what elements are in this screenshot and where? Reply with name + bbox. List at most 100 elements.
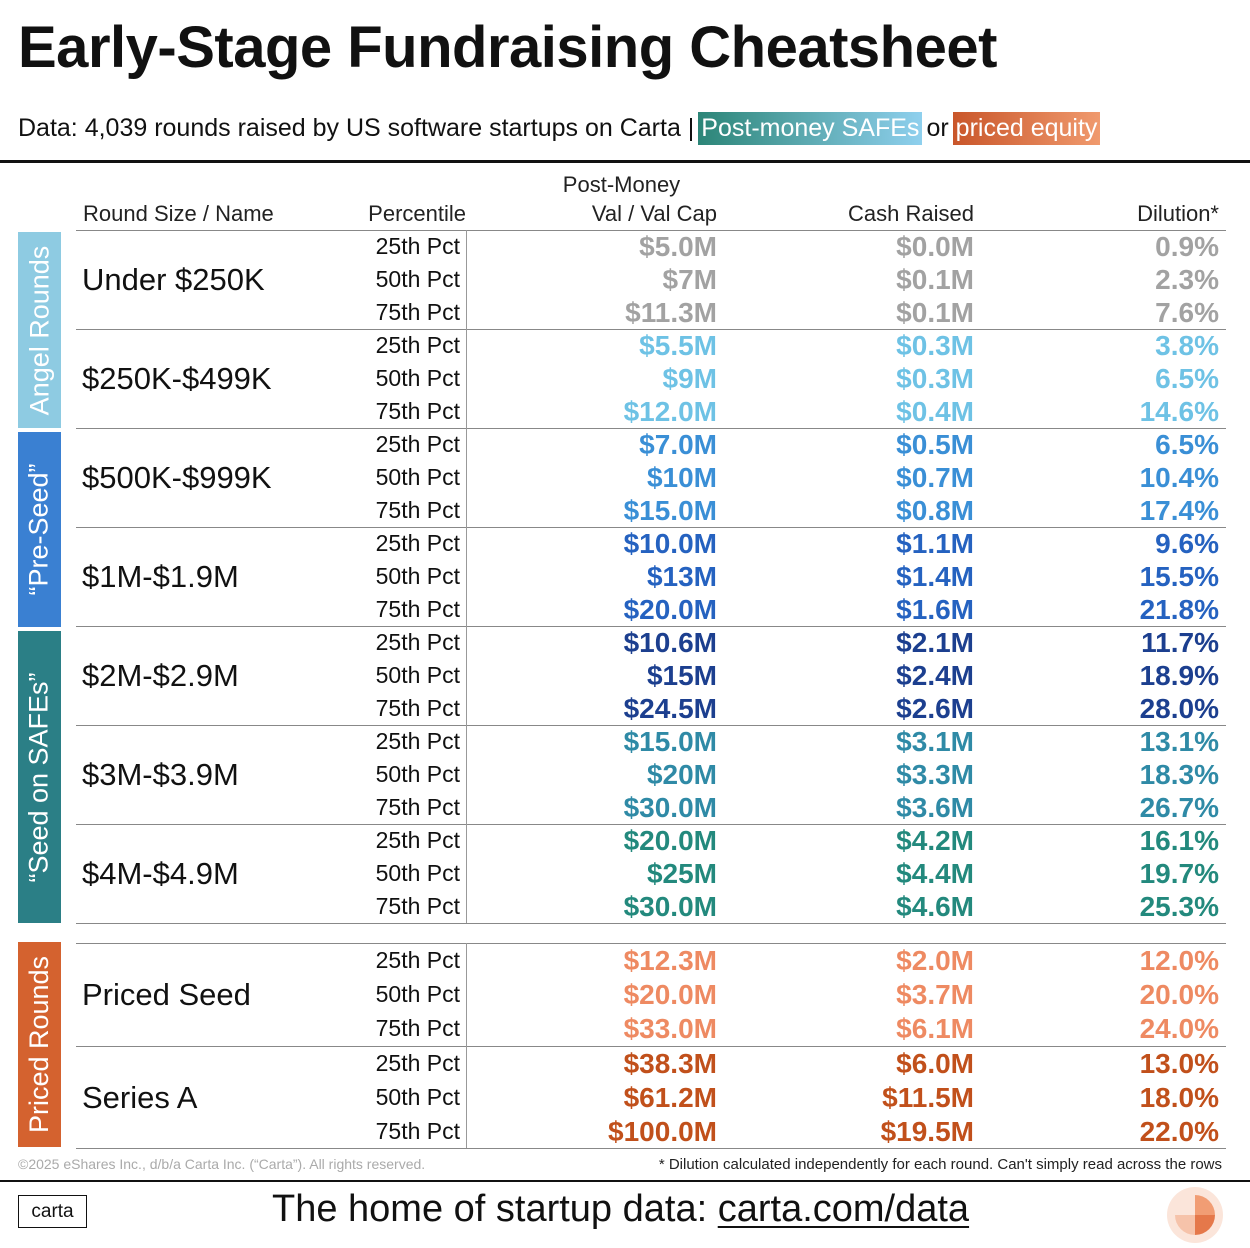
category-band-3: Priced Rounds xyxy=(18,942,61,1147)
cash-raised-cell: $3.6M xyxy=(896,792,974,823)
carta-mark-icon xyxy=(1167,1187,1223,1243)
round-name: $250K-$499K xyxy=(82,360,272,396)
round-group: $250K-$499K 25th Pct $5.5M $0.3M 3.8% 50th Pc… xyxy=(76,329,1226,428)
table-row: 25th Pct $5.5M $0.3M 3.8% xyxy=(76,329,1226,362)
header-valuation-line2: Val / Val Cap xyxy=(591,201,717,226)
subtitle: Data: 4,039 rounds raised by US software… xyxy=(18,110,1104,146)
table-row: 75th Pct $33.0M $6.1M 24.0% xyxy=(76,1012,1226,1045)
tagline: The home of startup data: carta.com/data xyxy=(272,1188,969,1231)
valuation-cell: $15.0M xyxy=(623,726,717,757)
cash-raised-cell: $0.3M xyxy=(896,363,974,394)
cash-raised-cell: $3.3M xyxy=(896,759,974,790)
round-name: Series A xyxy=(82,1079,198,1115)
valuation-cell: $25M xyxy=(646,858,717,889)
dilution-cell: 2.3% xyxy=(1155,264,1219,295)
round-group: $4M-$4.9M 25th Pct $20.0M $4.2M 16.1% 50th Pc… xyxy=(76,824,1226,923)
percentile-cell: 75th Pct xyxy=(375,1118,460,1145)
percentile-cell: 75th Pct xyxy=(375,1015,460,1042)
table-row: 75th Pct $30.0M $4.6M 25.3% xyxy=(76,890,1226,923)
dilution-cell: 14.6% xyxy=(1139,396,1219,427)
percentile-cell: 25th Pct xyxy=(375,946,460,973)
round-name: $2M-$2.9M xyxy=(82,657,239,693)
valuation-cell: $12.0M xyxy=(623,396,717,427)
cash-raised-cell: $4.2M xyxy=(896,825,974,856)
valuation-cell: $5.5M xyxy=(639,330,717,361)
carta-logo: carta xyxy=(18,1195,87,1228)
table-row: 75th Pct $30.0M $3.6M 26.7% xyxy=(76,791,1226,824)
cash-raised-cell: $3.1M xyxy=(896,726,974,757)
dilution-cell: 0.9% xyxy=(1155,231,1219,262)
header-round: Round Size / Name xyxy=(83,201,274,226)
column-divider xyxy=(466,329,467,428)
table-row: 25th Pct $10.6M $2.1M 11.7% xyxy=(76,626,1226,659)
cash-raised-cell: $0.3M xyxy=(896,330,974,361)
category-band-label: “Seed on SAFEs” xyxy=(24,671,54,883)
dilution-cell: 18.0% xyxy=(1139,1082,1219,1113)
cash-raised-cell: $2.1M xyxy=(896,627,974,658)
carta-data-link[interactable]: carta.com/data xyxy=(717,1188,970,1230)
round-group: $3M-$3.9M 25th Pct $15.0M $3.1M 13.1% 50th Pc… xyxy=(76,725,1226,824)
percentile-cell: 50th Pct xyxy=(375,1084,460,1110)
table-row: 50th Pct $9M $0.3M 6.5% xyxy=(76,362,1226,395)
valuation-cell: $7.0M xyxy=(639,429,717,460)
category-band-label: Angel Rounds xyxy=(24,245,54,415)
percentile-cell: 50th Pct xyxy=(375,860,460,886)
group-separator xyxy=(76,329,1226,330)
category-band-label: Priced Rounds xyxy=(24,955,55,1134)
percentile-cell: 25th Pct xyxy=(375,431,460,457)
round-group: Priced Seed 25th Pct $12.3M $2.0M 12.0% 50th … xyxy=(76,943,1226,1046)
valuation-cell: $61.2M xyxy=(623,1082,717,1113)
safe-section-bottom-line xyxy=(76,923,1226,924)
dilution-cell: 18.9% xyxy=(1139,660,1219,691)
dilution-cell: 7.6% xyxy=(1155,297,1219,328)
percentile-cell: 50th Pct xyxy=(375,563,460,589)
group-separator xyxy=(76,527,1226,528)
dilution-cell: 3.8% xyxy=(1155,330,1219,361)
copyright: ©2025 eShares Inc., d/b/a Carta Inc. (“C… xyxy=(18,1156,426,1172)
round-group: $500K-$999K 25th Pct $7.0M $0.5M 6.5% 50th Pc… xyxy=(76,428,1226,527)
table-row: 75th Pct $12.0M $0.4M 14.6% xyxy=(76,395,1226,428)
dilution-cell: 9.6% xyxy=(1155,528,1219,559)
round-name: Under $250K xyxy=(82,261,265,297)
round-name: $1M-$1.9M xyxy=(82,558,239,594)
header-valuation-line1: Post-Money xyxy=(562,172,681,197)
dilution-cell: 13.1% xyxy=(1139,726,1219,757)
cash-raised-cell: $6.0M xyxy=(896,1047,974,1079)
column-divider xyxy=(466,824,467,923)
percentile-cell: 25th Pct xyxy=(375,728,460,754)
table-row: 75th Pct $15.0M $0.8M 17.4% xyxy=(76,494,1226,527)
subtitle-or: or xyxy=(926,113,949,142)
cash-raised-cell: $0.4M xyxy=(896,396,974,427)
percentile-cell: 25th Pct xyxy=(375,1049,460,1076)
dilution-cell: 21.8% xyxy=(1139,594,1219,625)
cash-raised-cell: $0.1M xyxy=(896,264,974,295)
dilution-cell: 20.0% xyxy=(1139,979,1219,1010)
dilution-cell: 15.5% xyxy=(1139,561,1219,592)
percentile-cell: 50th Pct xyxy=(375,662,460,688)
table-row: 25th Pct $12.3M $2.0M 12.0% xyxy=(76,944,1226,977)
cash-raised-cell: $3.7M xyxy=(896,979,974,1010)
valuation-cell: $10.0M xyxy=(623,528,717,559)
cash-raised-cell: $6.1M xyxy=(896,1013,974,1045)
dilution-cell: 25.3% xyxy=(1139,891,1219,922)
column-divider xyxy=(466,527,467,626)
valuation-cell: $20.0M xyxy=(623,594,717,625)
cash-raised-cell: $11.5M xyxy=(882,1082,974,1113)
dilution-cell: 11.7% xyxy=(1141,627,1219,658)
table-row: 25th Pct $38.3M $6.0M 13.0% xyxy=(76,1047,1226,1080)
valuation-cell: $10.6M xyxy=(623,627,717,658)
percentile-cell: 75th Pct xyxy=(375,299,460,325)
round-group: Under $250K 25th Pct $5.0M $0.0M 0.9% 50th Pc… xyxy=(76,230,1226,329)
valuation-cell: $20.0M xyxy=(623,825,717,856)
subtitle-text: Data: 4,039 rounds raised by US software… xyxy=(18,113,695,142)
category-band-2: “Seed on SAFEs” xyxy=(18,631,61,923)
cash-raised-cell: $0.1M xyxy=(896,297,974,328)
valuation-cell: $10M xyxy=(646,462,717,493)
column-divider xyxy=(466,1046,467,1149)
percentile-cell: 25th Pct xyxy=(375,530,460,556)
round-name: $4M-$4.9M xyxy=(82,855,239,891)
valuation-cell: $5.0M xyxy=(639,231,717,262)
bottom-divider xyxy=(0,1180,1250,1182)
table-row: 75th Pct $11.3M $0.1M 7.6% xyxy=(76,296,1226,329)
round-name: Priced Seed xyxy=(82,976,251,1012)
